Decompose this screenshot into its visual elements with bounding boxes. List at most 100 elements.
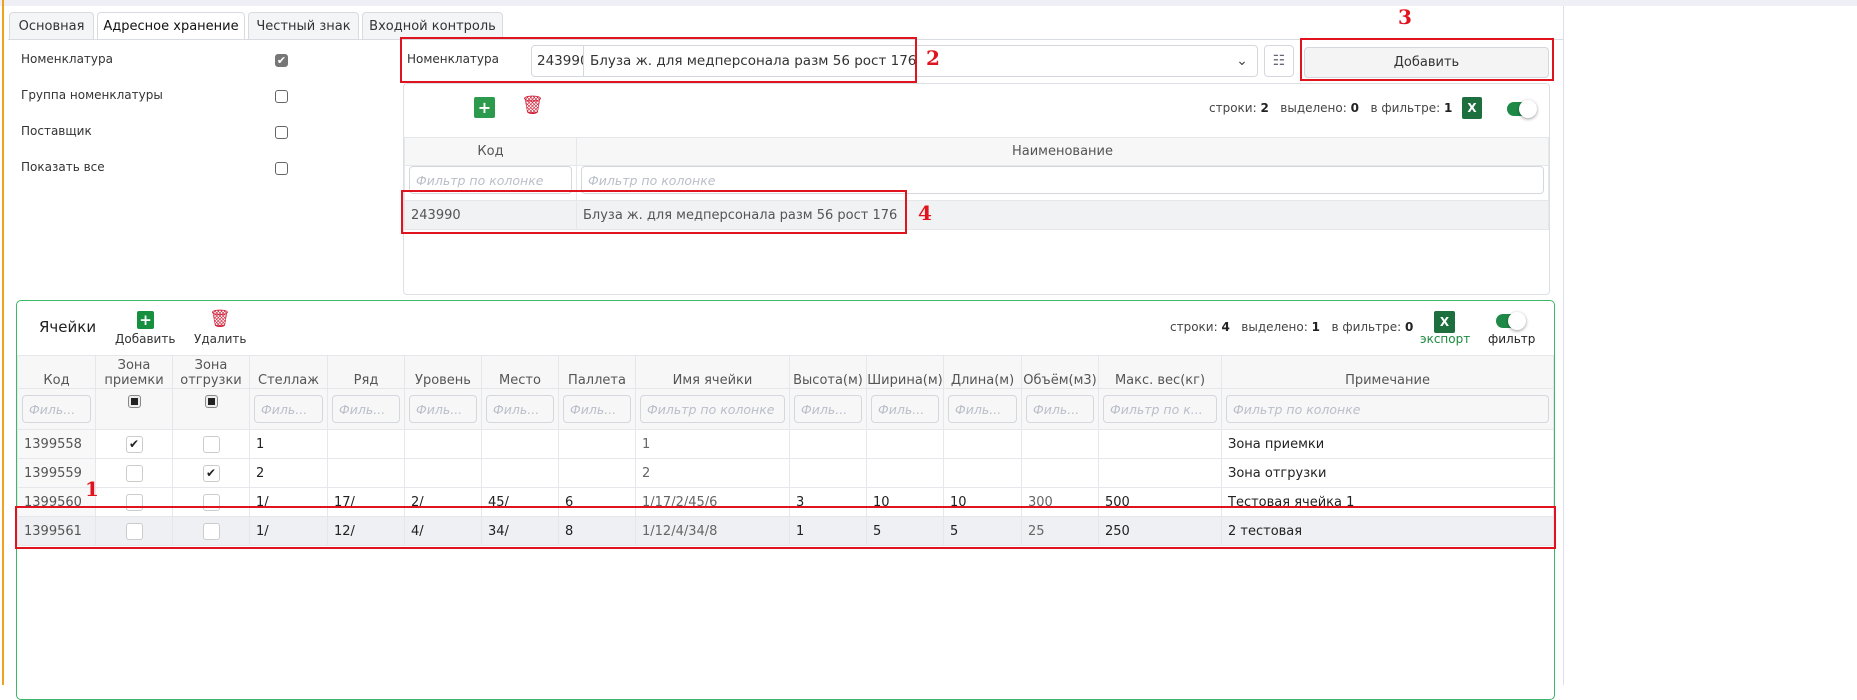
- col-header[interactable]: Стеллаж: [249, 355, 328, 389]
- tab-input-control[interactable]: Входной контроль: [362, 12, 503, 39]
- column-filter-input[interactable]: Филь...: [563, 395, 631, 423]
- excel-export-icon[interactable]: X: [1434, 311, 1455, 333]
- tab-main[interactable]: Основная: [9, 12, 94, 39]
- right-divider: [1563, 6, 1564, 685]
- cell-name: 1: [635, 429, 790, 459]
- receiving-zone-checkbox[interactable]: ✔: [125, 435, 143, 453]
- cells-stats: строки: 4 выделено: 1 в фильтре: 0: [1170, 320, 1414, 334]
- cell-place: [481, 429, 559, 459]
- tree-view-icon[interactable]: ☷: [1264, 45, 1294, 77]
- add-cell-button[interactable]: Добавить: [115, 332, 176, 346]
- col-header-code[interactable]: Код: [404, 137, 577, 166]
- col-header[interactable]: Зона приемки: [95, 355, 173, 389]
- col-header[interactable]: Место: [481, 355, 559, 389]
- column-filter-input[interactable]: Филь...: [871, 395, 939, 423]
- cell-note: Зона приемки: [1221, 429, 1554, 459]
- annotation-box-1: [15, 506, 1556, 549]
- col-header[interactable]: Зона отгрузки: [172, 355, 250, 389]
- cell-code: 1399559: [17, 458, 96, 488]
- nomenclature-code: 243990: [532, 46, 584, 76]
- cells-panel: Ячейки + Добавить 🗑 Удалить строки: 4 вы…: [16, 300, 1555, 700]
- tab-honest-mark[interactable]: Честный знак: [248, 12, 359, 39]
- add-row-icon[interactable]: +: [474, 97, 495, 118]
- delete-cell-button[interactable]: Удалить: [194, 332, 247, 346]
- cell-code: 1399558: [17, 429, 96, 459]
- filter-toggle[interactable]: [1507, 100, 1537, 118]
- col-header[interactable]: Длина(м): [943, 355, 1022, 389]
- col-header[interactable]: Примечание: [1221, 355, 1554, 389]
- shipping-zone-checkbox[interactable]: [202, 435, 220, 453]
- column-filter-input[interactable]: Филь...: [254, 395, 323, 423]
- option-checkbox[interactable]: [275, 90, 288, 103]
- cell-rack: 1: [249, 429, 328, 459]
- cell-row: [327, 429, 405, 459]
- table-row[interactable]: 243990 Блуза ж. для медперсонала разм 56 …: [404, 200, 1549, 230]
- option-checkbox[interactable]: [275, 126, 288, 139]
- cell-level: [404, 429, 482, 459]
- trash-icon[interactable]: 🗑: [209, 309, 231, 329]
- column-filter-input[interactable]: Филь...: [1026, 395, 1094, 423]
- shipping-zone-checkbox[interactable]: ✔: [202, 464, 220, 482]
- cell-note: Тестовая ячейка 1: [1221, 487, 1554, 517]
- option-checkbox[interactable]: [275, 162, 288, 175]
- cell-code: 1399561: [17, 516, 96, 546]
- trash-icon[interactable]: 🗑: [521, 95, 544, 116]
- select-all-checkbox[interactable]: [127, 395, 141, 408]
- column-filter-input[interactable]: Филь...: [332, 395, 400, 423]
- column-filter-input[interactable]: Филь...: [486, 395, 554, 423]
- column-filter-input[interactable]: Филь...: [948, 395, 1017, 423]
- col-header[interactable]: Код: [17, 355, 96, 389]
- nomenclature-select[interactable]: 243990 Блуза ж. для медперсонала разм 56…: [531, 45, 1258, 77]
- col-header[interactable]: Объём(м3): [1021, 355, 1099, 389]
- nomenclature-name: Блуза ж. для медперсонала разм 56 рост 1…: [590, 53, 917, 69]
- annotation-2: 2: [926, 46, 940, 70]
- annotation-box-4: [401, 190, 907, 234]
- select-all-checkbox[interactable]: [204, 395, 218, 408]
- tab-divider: [8, 39, 1563, 40]
- table-row[interactable]: 1399558 ✔ 1 1 Зона приемки: [17, 429, 1554, 459]
- column-filter-input[interactable]: Фильтр по колонке: [1226, 395, 1549, 423]
- excel-export-icon[interactable]: X: [1462, 97, 1482, 119]
- cell-w: 10: [866, 487, 944, 517]
- receiving-zone-checkbox[interactable]: [125, 464, 143, 482]
- add-cell-icon[interactable]: +: [137, 311, 154, 329]
- cell-l: 5: [943, 516, 1022, 546]
- col-header[interactable]: Высота(м): [789, 355, 867, 389]
- cell-vol: 25: [1021, 516, 1099, 546]
- filter-toggle[interactable]: [1496, 312, 1526, 330]
- option-checkbox[interactable]: ✔: [275, 54, 288, 67]
- cell-rack: 1/: [249, 487, 328, 517]
- column-filter-input[interactable]: Фильтр по к...: [1103, 395, 1217, 423]
- column-filter-input[interactable]: Филь...: [409, 395, 477, 423]
- col-header[interactable]: Имя ячейки: [635, 355, 790, 389]
- cell-maxw: [1098, 429, 1222, 459]
- col-header[interactable]: Ряд: [327, 355, 405, 389]
- add-button[interactable]: Добавить: [1304, 47, 1549, 78]
- col-header[interactable]: Уровень: [404, 355, 482, 389]
- cell-w: [866, 429, 944, 459]
- col-header[interactable]: Макс. вес(кг): [1098, 355, 1222, 389]
- option-label: Показать все: [21, 160, 105, 174]
- chevron-down-icon[interactable]: ⌄: [1236, 53, 1248, 69]
- cell-note: Зона отгрузки: [1221, 458, 1554, 488]
- receiving-zone-checkbox[interactable]: [125, 522, 143, 540]
- filter-code[interactable]: Фильтр по колонке: [409, 166, 572, 194]
- col-header[interactable]: Ширина(м): [866, 355, 944, 389]
- cells-table: Код Зона приемки Зона отгрузки Стеллаж Ряд Ур…: [17, 355, 1554, 546]
- filter-name[interactable]: Фильтр по колонке: [581, 166, 1544, 194]
- tab-address-storage[interactable]: Адресное хранение: [97, 12, 245, 40]
- col-header-name[interactable]: Наименование: [576, 137, 1549, 166]
- col-header[interactable]: Паллета: [558, 355, 636, 389]
- column-filter-input[interactable]: Фильтр по колонке: [640, 395, 785, 423]
- cell-pallet: 8: [558, 516, 636, 546]
- shipping-zone-checkbox[interactable]: [202, 522, 220, 540]
- column-filter-input[interactable]: Филь...: [22, 395, 91, 423]
- table-row[interactable]: 1399561 1/12/4/34/8 1/12/4/34/8 1 5 5 25 250 2 т…: [17, 516, 1554, 546]
- column-filter-input[interactable]: Филь...: [794, 395, 862, 423]
- annotation-box-2: [400, 37, 917, 83]
- cell-place: [481, 458, 559, 488]
- filter-toggle-label: фильтр: [1488, 332, 1536, 346]
- export-button[interactable]: экспорт: [1420, 332, 1471, 346]
- cell-h: 1: [789, 516, 867, 546]
- table-row[interactable]: 1399559 ✔ 2 2 Зона отгрузки: [17, 458, 1554, 488]
